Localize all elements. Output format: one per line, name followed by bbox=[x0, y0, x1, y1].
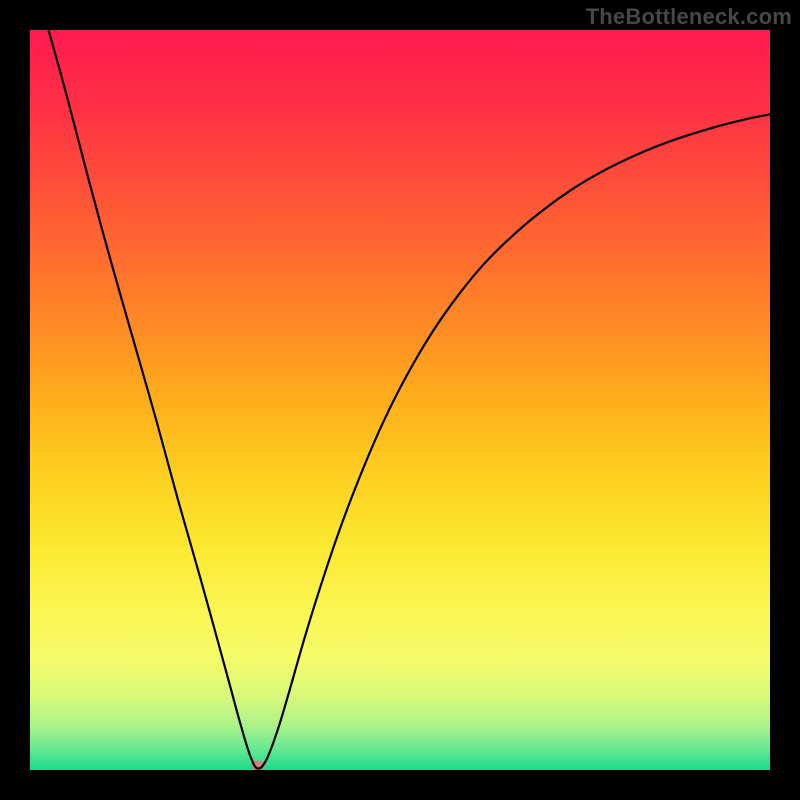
watermark-label: TheBottleneck.com bbox=[586, 4, 792, 30]
chart-svg bbox=[30, 30, 770, 770]
plot-area bbox=[30, 30, 770, 770]
chart-frame: TheBottleneck.com bbox=[0, 0, 800, 800]
gradient-background bbox=[30, 30, 770, 770]
